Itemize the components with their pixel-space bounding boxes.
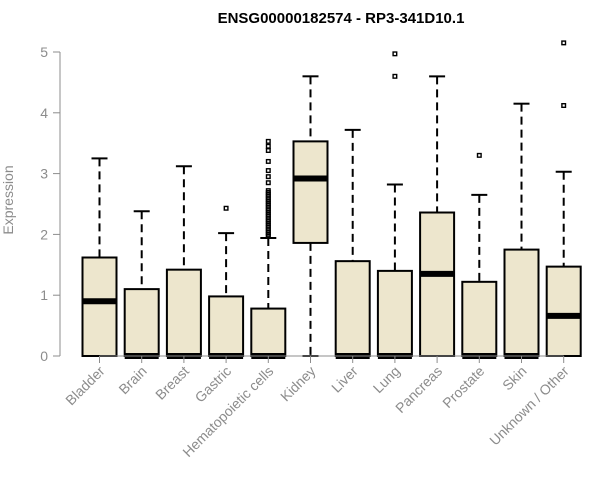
chart-title: ENSG00000182574 - RP3-341D10.1 [218, 10, 465, 27]
outlier-point [476, 152, 482, 158]
iqr-box [81, 256, 118, 357]
box-group [503, 102, 540, 359]
x-tick-label: Bladder [62, 363, 108, 409]
box-group [376, 51, 413, 359]
box-group [545, 40, 582, 357]
box-group [123, 210, 160, 359]
outlier-point [561, 103, 567, 109]
box-group [419, 75, 456, 357]
outlier-point [265, 188, 271, 194]
outlier-point [265, 147, 271, 153]
iqr-box [250, 307, 287, 357]
outlier-point [223, 205, 229, 211]
outlier-point [561, 40, 567, 46]
iqr-box [123, 288, 160, 357]
outlier-point [392, 73, 398, 79]
box-group [292, 75, 329, 357]
x-tick-label: Prostate [439, 363, 487, 411]
iqr-box [292, 140, 329, 244]
iqr-box [461, 280, 498, 358]
y-tick-label: 2 [40, 226, 48, 242]
box-group [250, 138, 287, 359]
iqr-box [165, 268, 202, 357]
outlier-point [265, 168, 271, 174]
box-group [81, 157, 118, 357]
outlier-point [392, 51, 398, 57]
iqr-box [545, 265, 582, 357]
y-axis-label: Expression [0, 165, 16, 234]
x-tick-label: Breast [152, 363, 192, 403]
box-group [165, 165, 202, 359]
x-tick-label: Pancreas [392, 363, 445, 416]
iqr-box [208, 295, 245, 357]
outlier-point [265, 158, 271, 164]
y-tick-label: 3 [40, 166, 48, 182]
outlier-point [265, 180, 271, 186]
x-tick-label: Skin [499, 363, 530, 394]
y-tick-label: 5 [40, 44, 48, 60]
outlier-point [265, 138, 271, 144]
box-group [208, 205, 245, 359]
y-tick-label: 4 [40, 105, 48, 121]
iqr-box [419, 211, 456, 357]
y-tick-label: 1 [40, 287, 48, 303]
iqr-box [376, 269, 413, 358]
iqr-box [503, 248, 540, 358]
x-tick-label: Lung [370, 363, 403, 396]
iqr-box [334, 260, 371, 358]
plot-area [81, 40, 582, 359]
y-axis: 0 1 2 3 4 5 [40, 44, 61, 364]
x-tick-label: Unknown / Other [486, 363, 572, 449]
outlier-point [265, 143, 271, 149]
box-group [334, 128, 371, 359]
x-tick-label: Kidney [277, 363, 319, 405]
x-tick-label: Liver [328, 363, 361, 396]
y-tick-label: 0 [40, 348, 48, 364]
box-group [461, 152, 498, 359]
outlier-point [265, 174, 271, 180]
x-tick-label: Brain [115, 363, 149, 397]
